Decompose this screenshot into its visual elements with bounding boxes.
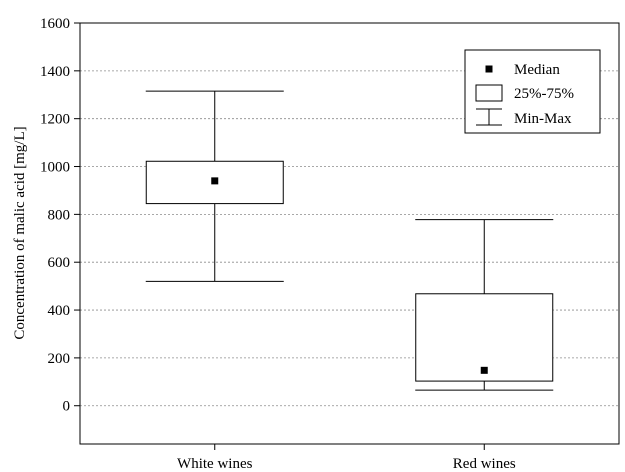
- y-axis-label: Concentration of malic acid [mg/L]: [12, 126, 28, 339]
- boxes: [145, 90, 554, 391]
- box-white-wines: [145, 90, 284, 282]
- legend-median-symbol: [485, 65, 493, 73]
- y-tick-label: 1000: [40, 160, 70, 176]
- box-red-wines: [415, 219, 554, 391]
- y-tick-label: 1200: [40, 112, 70, 128]
- plot-frame: [79, 22, 620, 445]
- y-tick-label: 200: [48, 351, 71, 367]
- y-tick-label: 400: [48, 303, 71, 319]
- y-tick-label: 1600: [40, 16, 70, 32]
- legend-label: Min-Max: [514, 111, 572, 127]
- x-tick-label: White wines: [177, 456, 253, 472]
- iqr-box: [415, 293, 554, 382]
- y-axis-ticks: 0 200 400 600 800 1000 1200 1400 1600: [40, 16, 80, 415]
- y-tick-label: 600: [48, 255, 71, 271]
- x-tick-label: Red wines: [453, 456, 516, 472]
- y-tick-label: 0: [63, 399, 71, 415]
- legend-label: Median: [514, 62, 560, 78]
- y-tick-label: 1400: [40, 64, 70, 80]
- legend-item-box: 25%-75%: [475, 84, 574, 102]
- y-tick-label: 800: [48, 207, 71, 223]
- legend-item-square: Median: [485, 62, 560, 78]
- legend-label: 25%-75%: [514, 86, 574, 102]
- median-marker: [211, 177, 219, 185]
- median-marker: [480, 366, 488, 374]
- legend-item-whisker: Min-Max: [476, 108, 572, 127]
- legend-box-symbol: [475, 84, 503, 102]
- x-axis-ticks: White wines Red wines: [177, 444, 516, 472]
- legend: Median 25%-75% Min-Max: [464, 49, 601, 134]
